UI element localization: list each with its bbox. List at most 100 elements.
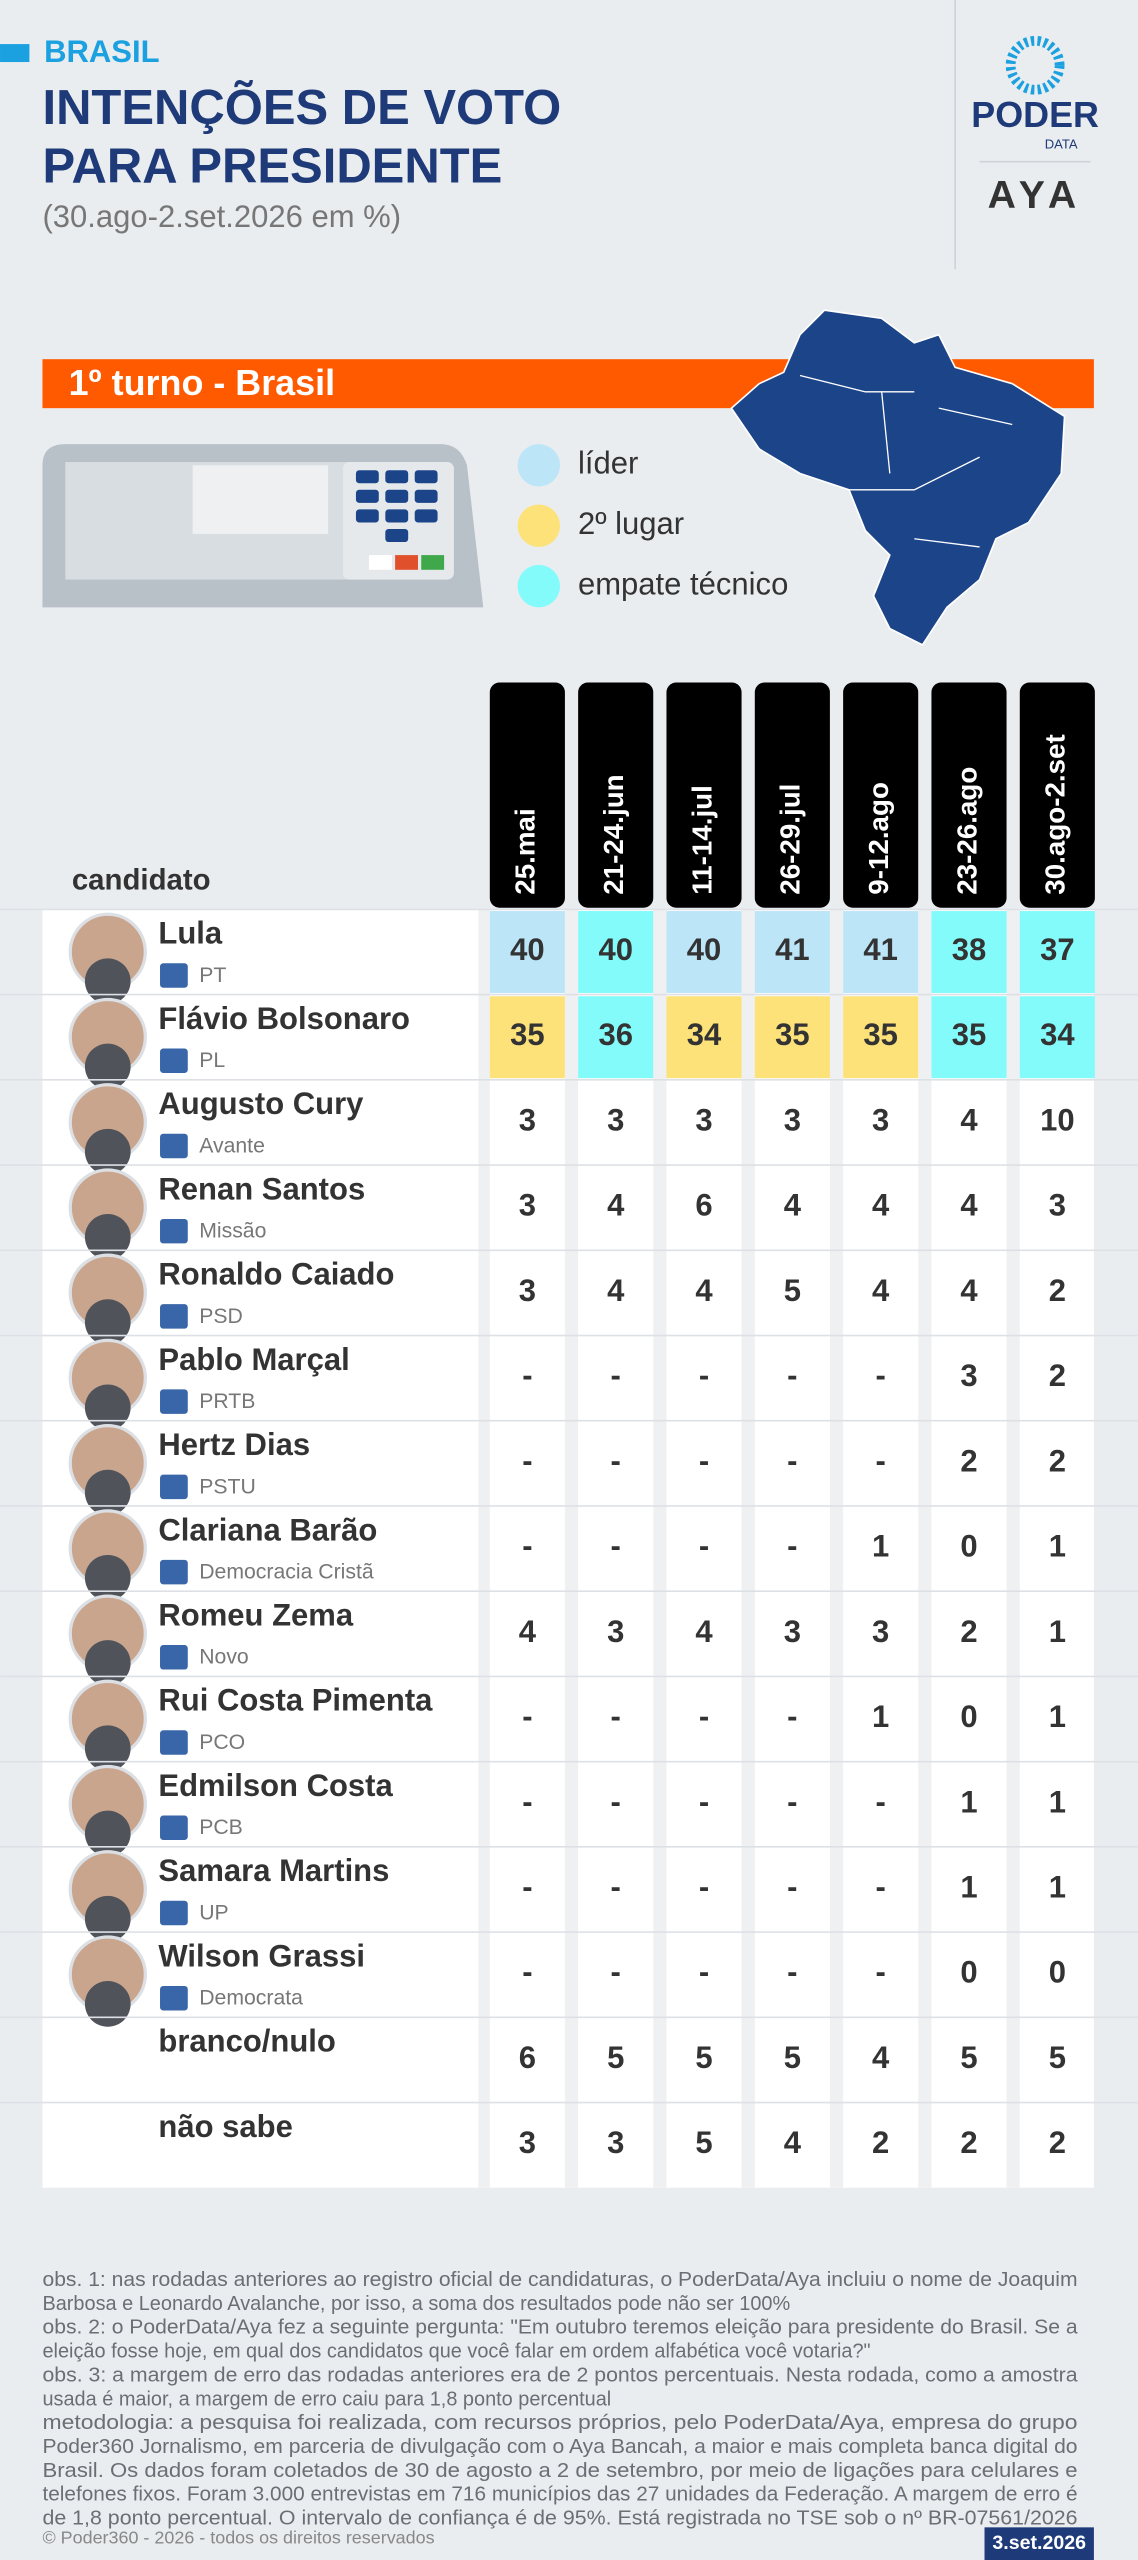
cell-value: -: [522, 1529, 532, 1564]
cell-value: 4: [695, 1273, 713, 1308]
party-name: Democracia Cristã: [199, 1561, 374, 1584]
map-borders: [799, 374, 1013, 548]
cell-value: 3: [519, 1188, 536, 1223]
party-icon: [160, 1559, 188, 1585]
cell-value: -: [699, 1784, 709, 1819]
photo-shade: [84, 1981, 131, 2027]
ballot-machine: [42, 444, 484, 608]
date-label: 26-29.jul: [775, 784, 806, 895]
date-header: [666, 682, 742, 908]
date-header: [578, 682, 654, 908]
cell-value: 1: [1049, 1784, 1066, 1819]
party-name: Missão: [199, 1220, 266, 1243]
photo-shade: [84, 1554, 131, 1601]
logo-sun-core: [1023, 53, 1047, 77]
highlight-cell: [1019, 911, 1095, 993]
cell-value: -: [611, 1699, 621, 1734]
note-line: telefones fixos. Foram 3.000 entrevistas…: [42, 2484, 1077, 2506]
cell-value: -: [699, 1869, 709, 1904]
photo-shade: [84, 1043, 131, 1090]
candidate-name: Ronaldo Caiado: [158, 1257, 394, 1292]
cell-value: 3: [607, 2125, 624, 2160]
legend-label: empate técnico: [578, 566, 788, 601]
cell-value: 3: [519, 1273, 536, 1308]
party-icon: [160, 1985, 188, 2011]
logo-poder: PODER: [971, 94, 1099, 135]
date-label: 9-12.ago: [863, 782, 894, 895]
cell-value: 2: [1049, 1443, 1066, 1478]
cell-value: 5: [784, 1273, 801, 1308]
column-gap: [1006, 909, 1020, 2188]
cell-value: 0: [960, 1699, 977, 1734]
date-badge: [984, 2527, 1094, 2560]
note-line: metodologia: a pesquisa foi realizada, c…: [42, 2412, 1077, 2434]
cell-value: -: [522, 1955, 532, 1990]
candidate-name: Lula: [158, 916, 223, 951]
cell-value: 41: [775, 932, 810, 967]
party-icon: [160, 1730, 188, 1755]
cell-value: -: [787, 1443, 797, 1478]
legend-label: líder: [578, 445, 638, 480]
cell-value: -: [876, 1784, 886, 1819]
cell-value: 0: [960, 1529, 977, 1564]
cell-value: 4: [872, 1273, 890, 1308]
cell-value: 2: [960, 1443, 977, 1478]
logo-sun: [1005, 35, 1065, 95]
party-icon: [160, 1218, 188, 1244]
party-name: Novo: [199, 1646, 249, 1669]
column-gap: [564, 909, 579, 2188]
party-icon: [160, 1815, 188, 1840]
column-gap: [741, 909, 755, 2188]
highlight-cell: [666, 996, 742, 1079]
row-label: branco/nulo: [158, 2024, 335, 2059]
photo-shade: [84, 1640, 131, 1686]
party-name: PT: [199, 964, 226, 987]
party-icon: [160, 1133, 188, 1159]
cell-value: 5: [607, 2040, 624, 2075]
cell-value: 3: [695, 1102, 712, 1137]
logo-aya: AYA: [988, 174, 1083, 217]
row-label: não sabe: [158, 2109, 292, 2144]
legend-swatch: [517, 504, 561, 547]
photo-shade: [84, 1895, 131, 1942]
cell-value: 2: [872, 2125, 889, 2160]
party-name: PCB: [199, 1816, 243, 1839]
cell-value: -: [699, 1955, 709, 1990]
keys: [355, 470, 438, 543]
candidate-name: Flávio Bolsonaro: [158, 1001, 410, 1036]
note-line: Poder360 Jornalismo, em parceria de divu…: [42, 2436, 1077, 2458]
highlight-cell: [578, 996, 654, 1079]
note-line: de 1,8 ponto percentual. O intervalo de …: [42, 2507, 1077, 2529]
cell-value: -: [611, 1443, 621, 1478]
candidate-name: Augusto Cury: [158, 1086, 364, 1121]
cell-value: 40: [687, 932, 722, 967]
photo-shade: [84, 1469, 131, 1516]
footer-date: 3.set.2026: [992, 2532, 1086, 2554]
machine-screen: [192, 465, 329, 534]
cell-value: 34: [1040, 1017, 1075, 1052]
party-icon: [160, 963, 188, 988]
legend-swatch: [517, 564, 561, 608]
cell-value: 2: [960, 2125, 977, 2160]
cell-value: -: [522, 1358, 532, 1393]
cell-value: -: [699, 1443, 709, 1478]
photo-shade: [84, 1299, 131, 1345]
party-icon: [160, 1389, 188, 1414]
photo-shade: [84, 1384, 131, 1431]
cell-value: 5: [960, 2040, 977, 2075]
cell-value: 5: [695, 2040, 712, 2075]
cell-value: -: [522, 1869, 532, 1904]
date-label: 23-26.ago: [951, 767, 982, 895]
copyright: © Poder360 - 2026 - todos os direitos re…: [42, 2528, 434, 2548]
cell-value: 3: [960, 1358, 977, 1393]
cell-value: 4: [872, 2040, 890, 2075]
party-name: UP: [199, 1901, 228, 1924]
cell-value: 2: [1049, 2125, 1066, 2160]
key-green: [421, 555, 445, 570]
candidate-name: Wilson Grassi: [158, 1938, 365, 1973]
column-gap: [653, 909, 667, 2188]
note-line: Barbosa e Leonardo Avalanche, por isso, …: [42, 2293, 790, 2315]
cell-value: 4: [960, 1102, 978, 1137]
cell-value: 2: [960, 1614, 977, 1649]
